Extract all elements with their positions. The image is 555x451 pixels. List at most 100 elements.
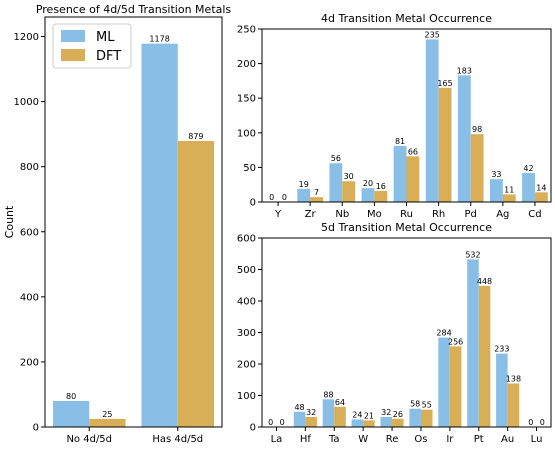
legend-swatch-ml [61,30,85,42]
bar-dft-mo [374,190,388,202]
y-tick-label: 300 [237,328,256,339]
data-label: 98 [472,125,482,134]
y-tick-label: 400 [237,297,256,308]
chart-title: 4d Transition Metal Occurrence [321,12,492,25]
y-tick-label: 500 [237,265,256,276]
bar-dft-au [507,383,520,427]
bar-dft-zr [310,197,324,202]
x-tick-label: Ag [496,209,509,220]
data-label: 25 [102,410,112,419]
x-tick-label: Nb [335,209,349,220]
bar-ml-no4d5d [52,400,90,427]
data-label: 0 [268,418,273,427]
data-label: 11 [504,185,514,194]
data-label: 20 [363,179,373,188]
data-label: 33 [491,170,501,179]
bar-dft-os [420,409,433,427]
data-label: 1178 [149,35,169,44]
data-label: 55 [422,401,432,410]
bar-ml-zr [297,188,311,202]
x-tick-label: Lu [531,434,543,445]
y-tick-label: 400 [20,292,39,303]
bar-ml-ru [393,145,407,202]
bar-dft-cd [534,192,548,202]
bar-ml-cd [522,172,535,202]
data-label: 7 [314,188,319,197]
data-label: 256 [448,337,463,346]
data-label: 30 [344,172,354,181]
x-tick-label: Re [386,434,399,445]
chart-panel-2: 4d Transition Metal Occurrence 0 19 56 20 81 2… [237,12,552,220]
data-label: 448 [477,277,492,286]
bar-dft-pt [478,285,491,427]
data-label: 32 [381,408,391,417]
y-tick-label: 250 [237,25,256,36]
y-axis-label: Count [3,205,16,238]
y-tick-label: 1000 [14,97,39,108]
bar-dft-re [392,418,404,427]
legend: ML DFT [52,23,132,69]
data-label: 21 [364,411,374,420]
bar-ml-pt [467,259,479,427]
data-label: 24 [352,410,362,419]
data-label: 48 [294,403,304,412]
data-label: 58 [410,400,420,409]
legend-label-dft: DFT [96,49,121,64]
x-tick-label: Pt [474,434,484,445]
bar-ml-au [496,353,508,427]
y-tick-label: 0 [250,198,256,209]
data-label: 235 [425,30,440,39]
y-tick-label: 200 [20,357,39,368]
chart-panel-3: 5d Transition Metal Occurrence 0 48 88 24 32 5… [237,221,552,445]
bar-ml-re [380,416,393,427]
bar-dft-has4d5d [177,140,215,427]
x-tick-label: Pd [465,209,477,220]
y-tick-label: 0 [250,423,256,434]
data-label: 66 [408,147,418,156]
data-label: 233 [494,345,509,354]
data-label: 19 [299,180,309,189]
y-tick-label: 600 [20,227,39,238]
data-label: 81 [395,137,405,146]
data-label: 32 [306,408,316,417]
y-tick-label: 150 [237,94,256,105]
bar-dft-nb [342,181,356,202]
bar-dft-hf [305,416,317,427]
data-label: 165 [437,79,452,88]
x-tick-label: Has 4d/5d [152,434,203,445]
bar-ml-pd [457,75,471,202]
data-label: 56 [331,154,341,163]
x-tick-label: Ir [446,434,454,445]
bar-dft-w [363,420,375,427]
x-tick-label: Rh [432,209,445,220]
x-tick-label: Os [414,434,427,445]
data-label: 532 [465,250,480,259]
bar-ml-mo [361,188,375,202]
bar-dft-ru [406,156,420,202]
bar-ml-rh [425,39,439,202]
bar-ml-os [409,408,421,427]
data-label: 0 [528,418,533,427]
chart-title: 5d Transition Metal Occurrence [321,221,492,234]
y-tick-label: 0 [33,423,39,434]
bar-ml-has4d5d [141,43,178,427]
y-tick-label: 200 [237,360,256,371]
data-label: 0 [540,418,545,427]
bar-dft-rh [438,87,452,202]
data-label: 284 [436,329,451,338]
y-tick-label: 50 [243,163,256,174]
data-label: 26 [393,410,403,419]
x-tick-label: Cd [528,209,541,220]
data-label: 14 [536,183,546,192]
data-label: 42 [523,164,533,173]
data-label: 879 [188,132,203,141]
data-label: 88 [323,390,333,399]
y-tick-label: 100 [237,128,256,139]
y-tick-label: 100 [237,391,256,402]
data-label: 64 [335,398,345,407]
chart-panel-1: Presence of 4d/5d Transition Metals 80 117… [3,3,231,445]
data-label: 0 [269,193,274,202]
data-label: 16 [376,182,386,191]
bar-ml-hf [293,411,306,427]
